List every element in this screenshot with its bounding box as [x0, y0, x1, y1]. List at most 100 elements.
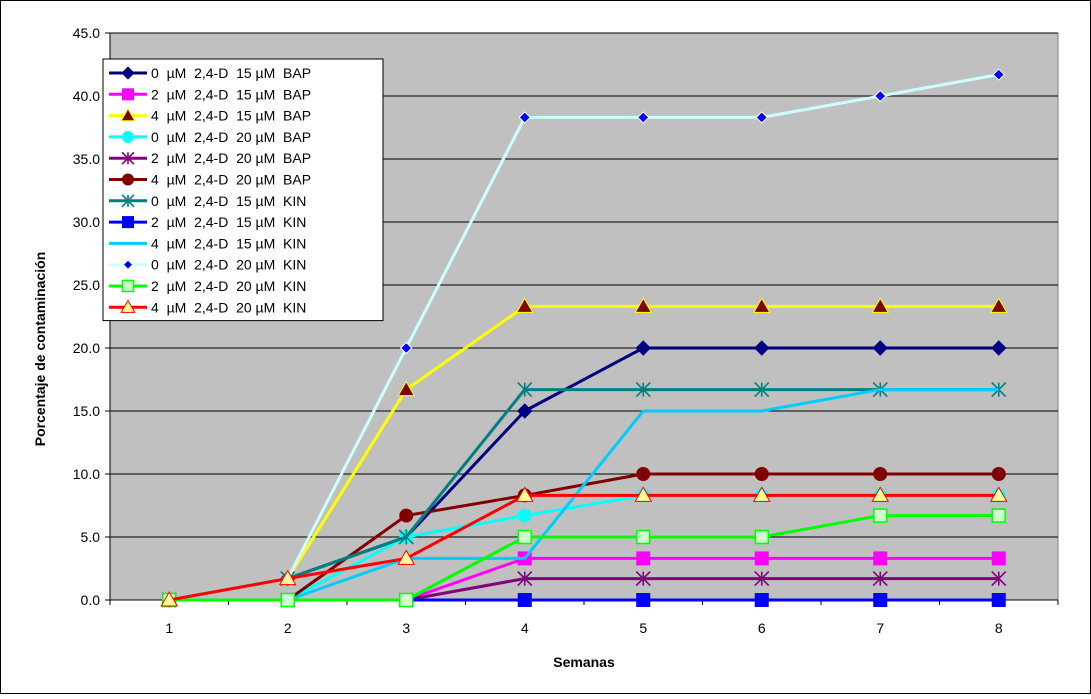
data-point: [637, 111, 650, 124]
data-point: [754, 529, 769, 545]
y-tick-label: 10.0: [73, 466, 100, 482]
legend-label: 2 µM 2,4-D 20 µM BAP: [151, 150, 311, 166]
data-point: [634, 297, 653, 313]
legend-label: 0 µM 2,4-D 20 µM KIN: [151, 257, 306, 273]
data-point: [636, 593, 651, 607]
legend-entry: 2 µM 2,4-D 20 µM BAP: [109, 150, 311, 166]
data-point: [121, 216, 135, 229]
data-point: [635, 340, 651, 356]
data-point: [121, 194, 135, 208]
y-axis-title: Porcentaje de contaminación: [32, 252, 48, 447]
data-point: [991, 551, 1006, 566]
y-tick-label: 30.0: [73, 214, 100, 230]
legend-label: 2 µM 2,4-D 20 µM KIN: [151, 278, 306, 294]
y-tick-label: 45.0: [73, 25, 100, 41]
legend-entry: 4 µM 2,4-D 15 µM KIN: [109, 235, 306, 251]
data-point: [160, 590, 179, 607]
x-tick-label: 1: [165, 620, 173, 636]
data-point: [636, 467, 651, 481]
data-point: [871, 297, 890, 313]
x-tick-label: 2: [284, 620, 292, 636]
data-point: [754, 467, 769, 481]
x-tick-label: 3: [402, 620, 410, 636]
data-point: [873, 551, 888, 566]
series-line: [168, 73, 1000, 602]
series-line: [168, 388, 999, 602]
data-point: [754, 593, 769, 607]
data-point: [636, 529, 651, 545]
data-point: [635, 571, 651, 587]
data-point: [398, 529, 414, 545]
data-point: [518, 111, 531, 124]
data-point: [871, 486, 890, 502]
data-point: [517, 382, 533, 398]
data-point: [989, 486, 1008, 502]
legend-label: 0 µM 2,4-D 15 µM KIN: [151, 193, 306, 209]
legend-box: [102, 58, 384, 322]
data-point: [121, 151, 135, 165]
legend-entry: 2 µM 2,4-D 20 µM KIN: [109, 278, 306, 294]
legend-entry: 4 µM 2,4-D 15 µM BAP: [109, 108, 311, 124]
data-point: [991, 571, 1007, 587]
data-point: [280, 592, 295, 608]
series-line: [168, 304, 999, 602]
y-tick-label: 15.0: [73, 403, 100, 419]
series-9: [169, 388, 999, 602]
data-point: [992, 68, 1005, 81]
data-point: [397, 549, 416, 565]
data-point: [634, 486, 653, 502]
y-tick-label: 35.0: [73, 151, 100, 167]
x-tick-label: 6: [758, 620, 766, 636]
data-point: [873, 467, 888, 481]
legend-label: 2 µM 2,4-D 15 µM BAP: [151, 86, 311, 102]
series-line: [169, 388, 999, 602]
data-point: [754, 571, 770, 587]
data-point: [873, 508, 888, 523]
data-point: [121, 279, 135, 293]
series-line: [168, 493, 999, 602]
data-point: [517, 529, 532, 545]
x-tick-label: 8: [995, 620, 1003, 636]
data-point: [754, 382, 770, 398]
data-point: [636, 551, 651, 566]
legend-label: 2 µM 2,4-D 15 µM KIN: [151, 214, 306, 230]
data-point: [991, 340, 1007, 356]
data-point: [754, 551, 769, 566]
data-point: [121, 88, 135, 101]
legend-entry: 0 µM 2,4-D 20 µM KIN: [109, 257, 306, 273]
data-point: [874, 89, 887, 103]
data-point: [399, 508, 414, 523]
legend-label: 4 µM 2,4-D 15 µM KIN: [151, 235, 306, 251]
legend-entry: 2 µM 2,4-D 15 µM KIN: [109, 214, 306, 230]
data-point: [121, 66, 135, 80]
legend-entry: 0 µM 2,4-D 20 µM BAP: [109, 129, 311, 145]
legend-entry: 0 µM 2,4-D 15 µM BAP: [109, 65, 311, 81]
data-point: [754, 340, 770, 356]
data-point: [873, 593, 888, 607]
data-point: [517, 508, 532, 523]
legend: 0 µM 2,4-D 15 µM BAP 2 µM 2,4-D 15 µM BAP…: [102, 58, 384, 322]
data-point: [121, 130, 135, 143]
x-tick-label: 7: [876, 620, 884, 636]
y-tick-label: 5.0: [81, 529, 101, 545]
y-tick-label: 40.0: [73, 88, 100, 104]
data-point: [517, 593, 532, 607]
data-point: [755, 111, 768, 124]
data-point: [989, 297, 1008, 313]
data-point: [397, 380, 416, 397]
data-point: [400, 341, 413, 355]
series-group: [160, 68, 1008, 608]
legend-label: 4 µM 2,4-D 20 µM BAP: [151, 172, 311, 188]
data-point: [752, 486, 771, 502]
data-point: [872, 571, 888, 587]
legend-label: 0 µM 2,4-D 20 µM BAP: [151, 129, 311, 145]
data-point: [122, 259, 134, 271]
legend-label: 0 µM 2,4-D 15 µM BAP: [151, 65, 311, 81]
y-tick-label: 0.0: [81, 592, 101, 608]
series-line: [169, 514, 999, 602]
legend-entry: 4 µM 2,4-D 20 µM BAP: [109, 172, 311, 188]
data-point: [991, 467, 1006, 481]
legend-label: 4 µM 2,4-D 15 µM BAP: [151, 108, 311, 124]
